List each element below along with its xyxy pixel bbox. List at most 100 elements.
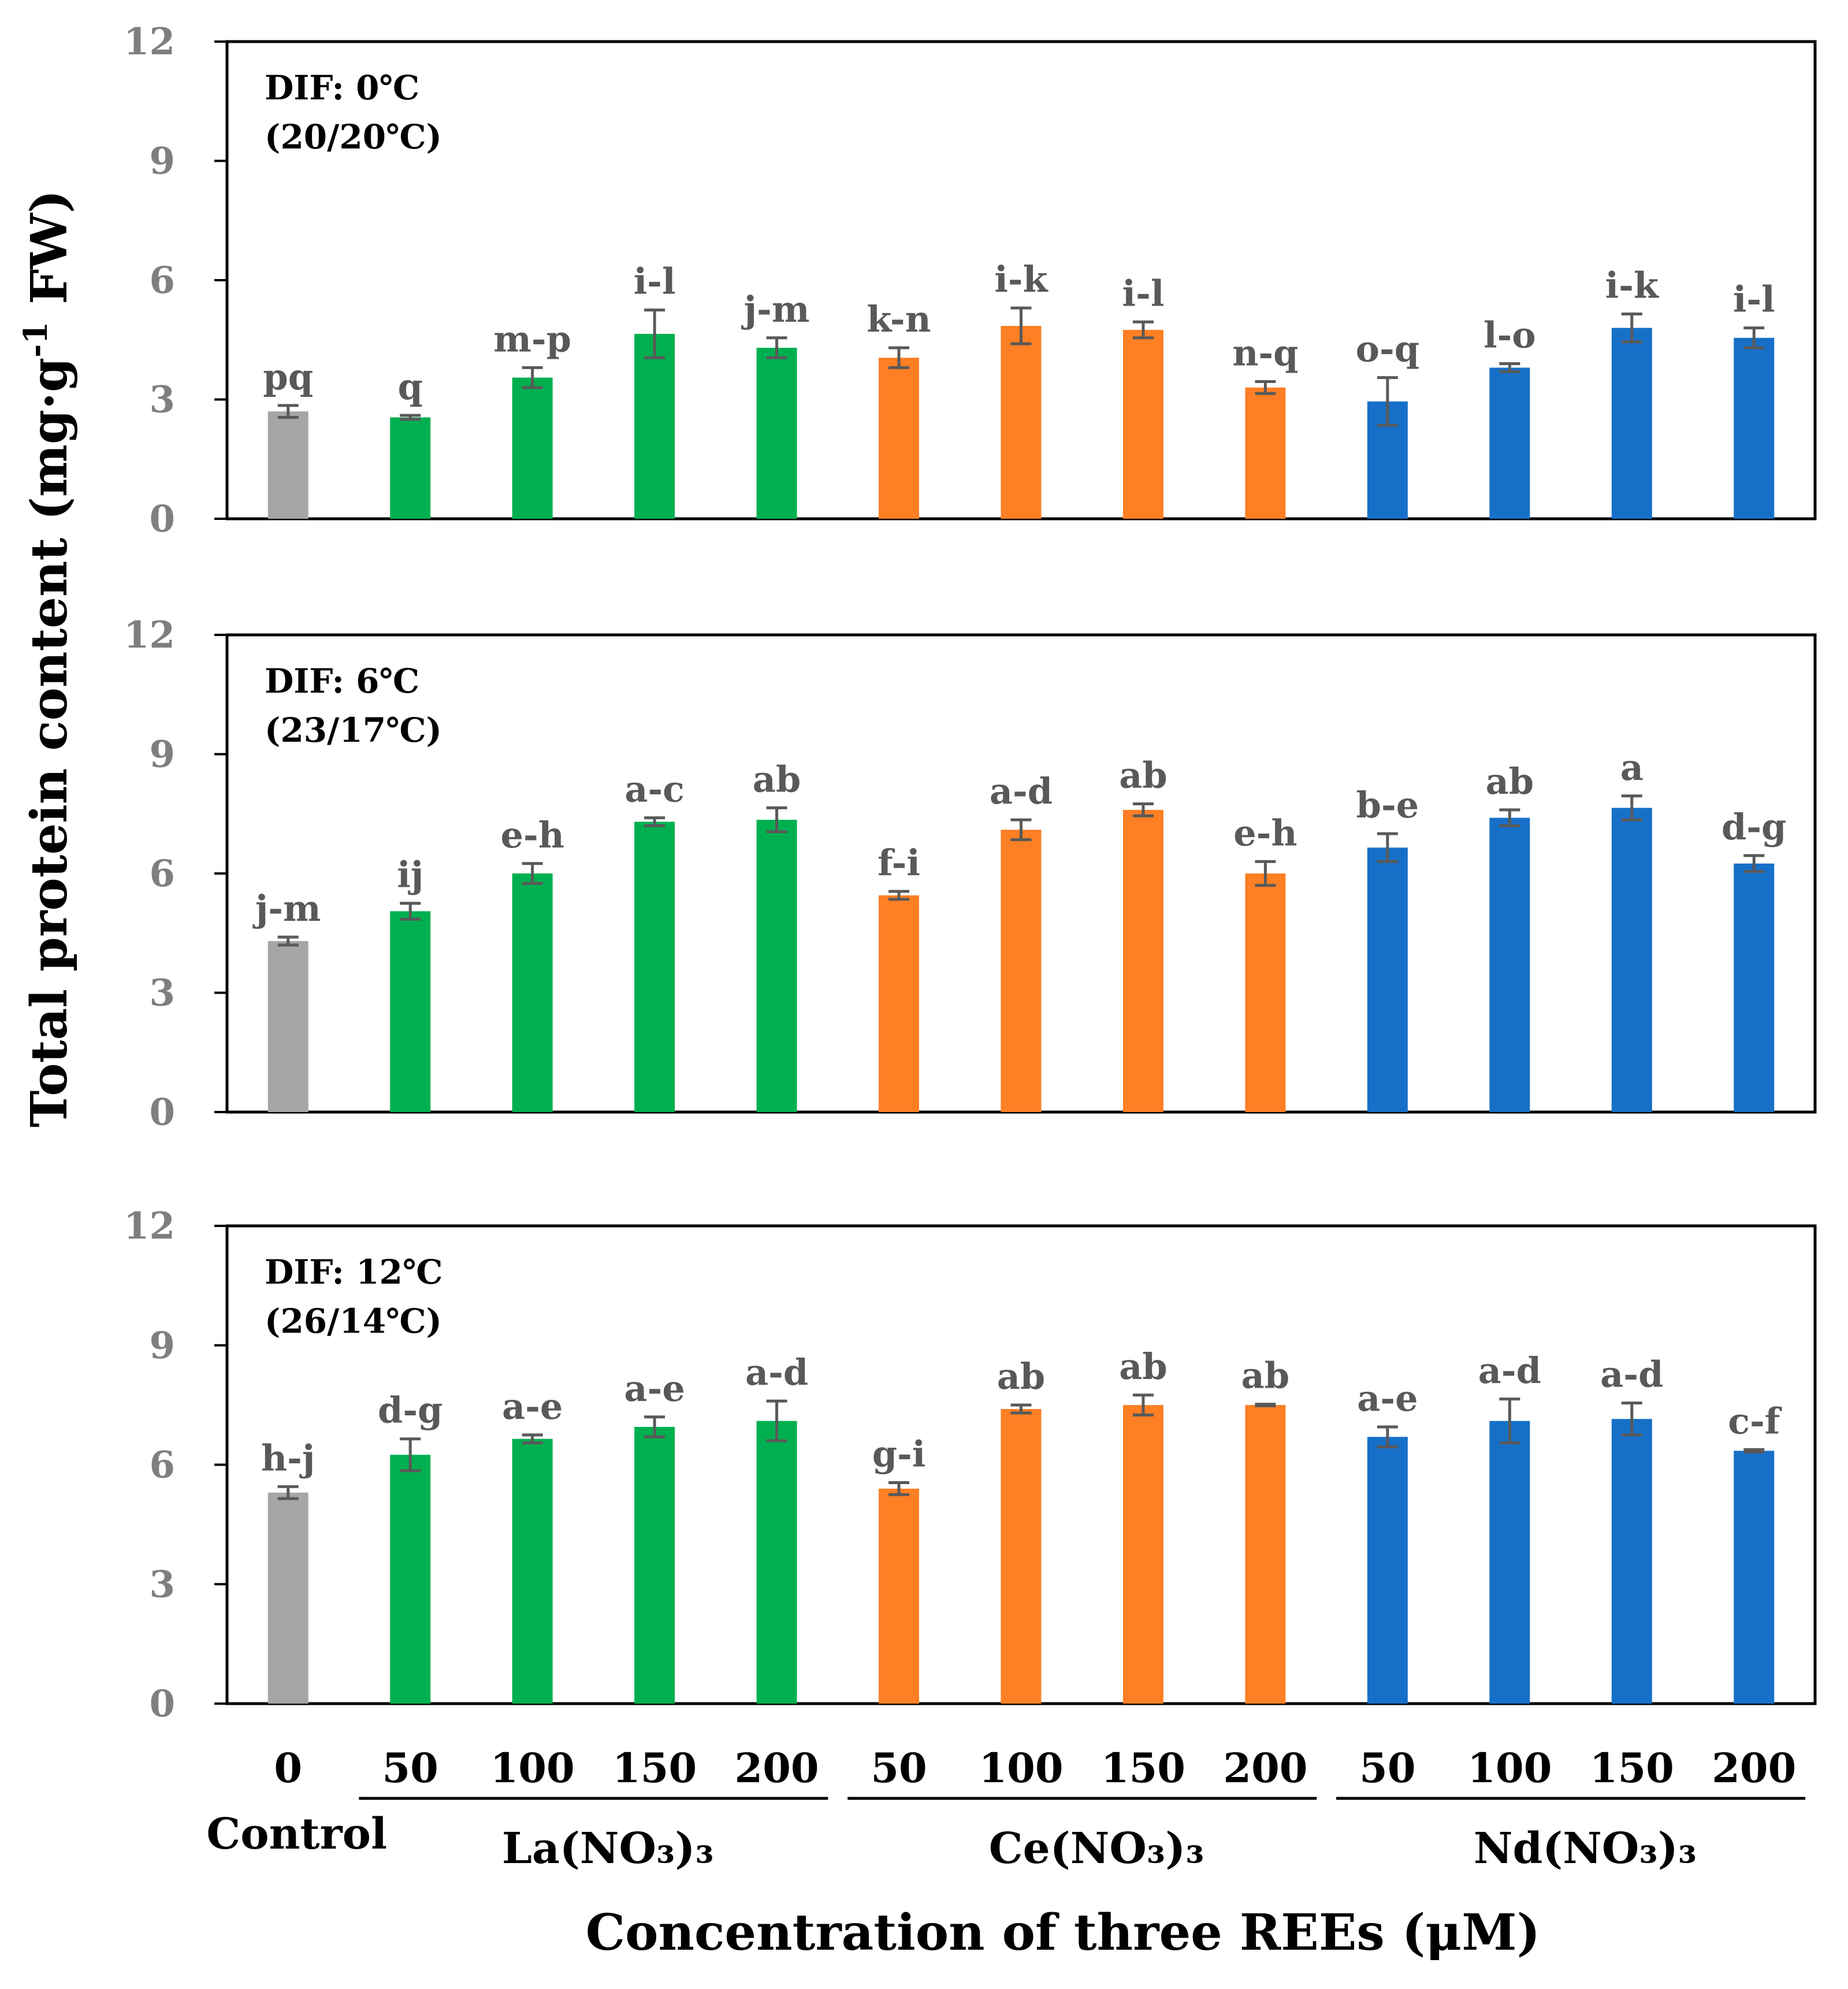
y-tick-label: 6: [149, 259, 175, 302]
error-bar: [1010, 306, 1032, 345]
error-bar: [1377, 376, 1398, 427]
x-axis-title: Concentration of three REEs (μM): [586, 1904, 1541, 1962]
error-bar: [522, 1433, 543, 1445]
significance-letter: ab: [1486, 760, 1534, 802]
x-tick-label: 100: [490, 1744, 575, 1792]
x-tick-label: 50: [1359, 1744, 1415, 1792]
panel-2: 0 3 6 9 12 DIF: 6℃ (23/17℃) j-m ij e-h a-c ab f-i a-d…: [124, 614, 1817, 1134]
error-bar: [1499, 808, 1520, 827]
x-tick-label: 150: [1590, 1744, 1674, 1792]
x-axis-labels: 0 50 100 150 200 50 100 150 200 50 100 150 200 Contro…: [206, 1744, 1806, 1873]
error-bar: [1010, 1403, 1032, 1415]
bar: [1489, 1421, 1530, 1704]
error-bar: [1621, 794, 1642, 821]
x-tick-label: 150: [1101, 1744, 1185, 1792]
bar: [1122, 330, 1163, 519]
error-bar: [400, 902, 421, 921]
error-bar: [1132, 802, 1154, 817]
significance-letter: a-e: [502, 1385, 563, 1427]
significance-letter: m-p: [493, 318, 571, 360]
panel-1: 0 3 6 9 12 DIF: 0℃ (20/20℃) pq q m-p i-l j-m k-n i-k i…: [124, 20, 1817, 541]
bar: [1367, 1437, 1408, 1704]
bar: [1611, 1419, 1652, 1704]
bar: [390, 1455, 431, 1704]
significance-letter: ab: [1241, 1355, 1290, 1397]
y-tick-label: 12: [124, 614, 175, 657]
bar: [1611, 328, 1652, 519]
bar: [756, 1421, 797, 1704]
error-bar: [644, 1415, 665, 1438]
significance-letter: k-n: [867, 298, 931, 340]
condition-label: DIF: 12℃: [265, 1252, 443, 1292]
significance-letter: j-m: [741, 288, 810, 330]
error-bar: [1499, 1397, 1520, 1445]
x-tick-label: 150: [612, 1744, 697, 1792]
bar: [1245, 1405, 1286, 1704]
significance-letter: i-l: [1733, 278, 1775, 321]
y-title-main: Total protein content (mg·g: [20, 358, 79, 1128]
y-tick-label: 9: [149, 140, 175, 183]
error-bar: [1743, 854, 1765, 873]
bar: [1001, 326, 1042, 519]
bar: [512, 873, 553, 1112]
group-label: Nd(NO₃)₃: [1474, 1824, 1697, 1873]
significance-letter: f-i: [877, 842, 920, 884]
y-tick-label: 12: [124, 1204, 175, 1248]
y-tick-label: 0: [149, 1091, 175, 1134]
y-tick-label: 0: [149, 1682, 175, 1726]
error-bar: [1621, 313, 1642, 344]
condition-range: (20/20℃): [265, 117, 442, 157]
significance-letter: a-e: [624, 1367, 685, 1410]
bar: [1734, 1451, 1775, 1704]
bar: [1001, 830, 1042, 1112]
bar: [1489, 817, 1530, 1112]
error-bar: [1255, 860, 1276, 887]
group-label: Control: [206, 1809, 387, 1859]
y-tick-label: 6: [149, 852, 175, 895]
significance-letter: c-f: [1728, 1400, 1782, 1442]
significance-letter: ab: [753, 758, 801, 800]
significance-letter: o-q: [1356, 328, 1419, 370]
bar: [1734, 337, 1775, 519]
condition-label: DIF: 6℃: [265, 661, 419, 701]
error-bar: [277, 935, 299, 947]
x-tick-label: 100: [979, 1744, 1063, 1792]
y-axis-title: Total protein content (mg·g-1 FW): [17, 189, 79, 1127]
error-bar: [1743, 1448, 1765, 1453]
significance-letter: a-c: [624, 768, 685, 811]
bar: [756, 348, 797, 519]
bar: [879, 358, 920, 519]
bar: [1611, 808, 1652, 1112]
error-bar: [1499, 362, 1520, 373]
bar: [390, 417, 431, 519]
bar: [1489, 367, 1530, 519]
significance-letter: g-i: [872, 1433, 926, 1475]
significance-letter: ab: [997, 1355, 1046, 1397]
significance-letter: i-l: [1122, 272, 1165, 314]
significance-letter: d-g: [1721, 806, 1786, 848]
y-tick-label: 3: [149, 1563, 175, 1606]
significance-letter: i-l: [634, 261, 676, 303]
x-tick-label: 50: [382, 1744, 438, 1792]
bar: [1245, 387, 1286, 519]
bar: [1122, 1405, 1163, 1704]
error-bar: [277, 1485, 299, 1500]
y-tick-label: 9: [149, 1324, 175, 1367]
significance-letter: ab: [1119, 754, 1167, 797]
significance-letter: e-h: [501, 814, 564, 856]
bar: [1367, 847, 1408, 1112]
y-title-superscript: -1: [17, 322, 55, 358]
y-tick-label: 3: [149, 378, 175, 422]
error-bar: [766, 806, 787, 834]
error-bar: [1743, 326, 1765, 350]
bar: [1122, 809, 1163, 1112]
error-bar: [1255, 1403, 1276, 1408]
significance-letter: i-k: [1605, 265, 1660, 307]
significance-letter: a-d: [1478, 1349, 1541, 1392]
y-tick-label: 6: [149, 1444, 175, 1487]
significance-letter: a-d: [745, 1351, 808, 1393]
bar: [267, 1492, 308, 1704]
significance-letter: pq: [263, 356, 313, 398]
condition-range: (23/17℃): [265, 711, 442, 750]
condition-range: (26/14℃): [265, 1302, 442, 1341]
